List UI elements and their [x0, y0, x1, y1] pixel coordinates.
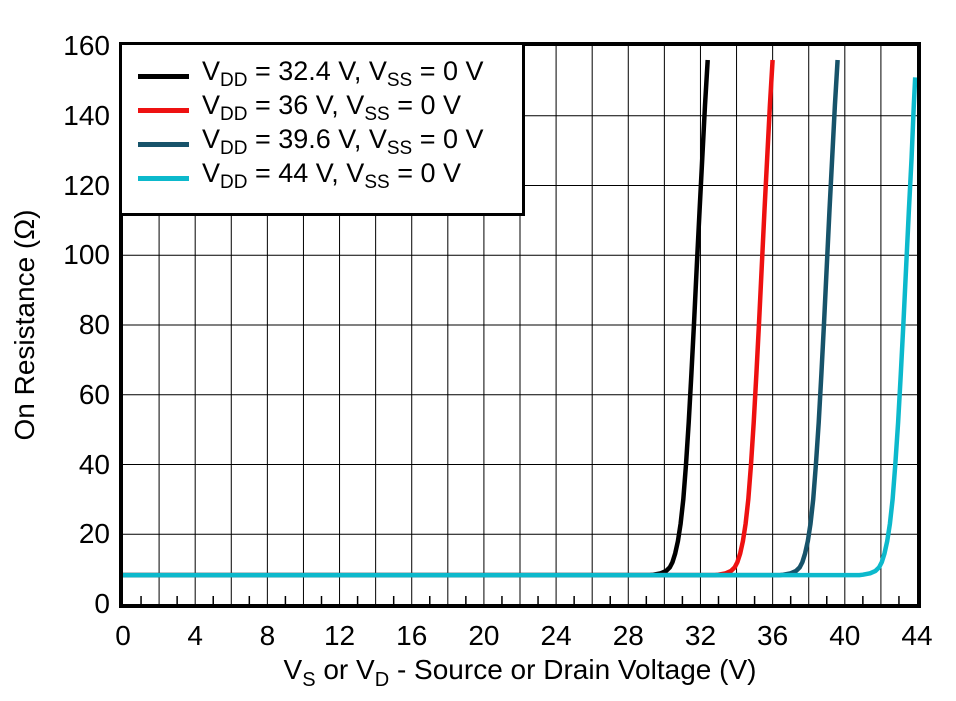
legend-label-part: = 0 V [389, 158, 461, 188]
x-tick-label: 32 [684, 620, 717, 651]
legend-item-0: VDD = 32.4 V, VSS = 0 V [122, 56, 522, 96]
legend-label-subscript: DD [220, 70, 248, 91]
legend-line-swatch [138, 73, 189, 79]
x-title-subscript: D [374, 669, 390, 691]
series-line-3 [123, 77, 917, 578]
y-tick-label: 100 [63, 239, 110, 271]
y-tick-label: 60 [78, 378, 110, 410]
x-tick-label: 16 [396, 620, 428, 651]
y-tick-label: 160 [63, 30, 110, 61]
legend-label-part: = 32.4 V, V [247, 56, 387, 86]
legend-item-3: VDD = 44 V, VSS = 0 V [122, 158, 522, 198]
legend-label-part: = 0 V [389, 90, 461, 120]
legend-line-swatch [138, 141, 189, 147]
x-tick-label: 20 [468, 620, 500, 651]
x-tick-label: 12 [323, 620, 356, 651]
legend-label-subscript: DD [220, 172, 248, 193]
x-title-part: - Source or Drain Voltage (V) [389, 654, 757, 685]
x-tick-label: 28 [612, 620, 644, 651]
legend-label-subscript: SS [386, 138, 413, 159]
legend-label-subscript: SS [386, 70, 413, 91]
legend-label-subscript: DD [220, 104, 248, 125]
y-tick-label: 80 [78, 309, 110, 340]
legend-label-subscript: SS [364, 172, 390, 193]
x-tick-label: 8 [259, 620, 276, 651]
x-title-part: V [283, 654, 303, 685]
legend-label-part: V [202, 158, 221, 188]
legend-line-swatch [138, 175, 189, 181]
legend-label-part: = 44 V, V [247, 158, 365, 188]
legend-label-part: = 39.6 V, V [247, 124, 387, 154]
legend-label-part: V [202, 56, 221, 86]
x-tick-label: 36 [757, 620, 789, 651]
x-tick-label: 24 [540, 620, 572, 651]
legend-label-subscript: DD [220, 138, 248, 159]
legend-label-subscript: SS [364, 104, 390, 125]
y-tick-label: 0 [94, 588, 110, 619]
legend: VDD = 32.4 V, VSS = 0 V VDD = 36 V, VSS =… [119, 42, 525, 216]
legend-label: VDD = 36 V, VSS = 0 V [202, 90, 461, 130]
x-axis-title: VS or VD - Source or Drain Voltage (V) [123, 654, 917, 696]
legend-label-part: = 0 V [412, 124, 484, 154]
y-tick-label: 40 [78, 448, 110, 480]
y-tick-label: 120 [63, 169, 110, 201]
x-tick-label: 40 [829, 620, 861, 651]
x-tick-label: 44 [901, 620, 933, 651]
legend-item-1: VDD = 36 V, VSS = 0 V [122, 90, 522, 130]
x-title-subscript: S [302, 669, 316, 691]
legend-line-swatch [138, 107, 189, 113]
x-title-part: or V [315, 654, 375, 685]
legend-label: VDD = 32.4 V, VSS = 0 V [202, 56, 484, 96]
y-tick-label: 20 [78, 518, 110, 550]
x-tick-label: 0 [115, 620, 131, 651]
legend-label-part: V [202, 90, 221, 120]
y-tick-label: 140 [63, 99, 110, 131]
legend-label-part: V [202, 124, 221, 154]
legend-item-2: VDD = 39.6 V, VSS = 0 V [122, 124, 522, 164]
legend-label: VDD = 44 V, VSS = 0 V [202, 158, 461, 198]
legend-label-part: = 36 V, V [247, 90, 365, 120]
legend-label-part: = 0 V [412, 56, 484, 86]
x-tick-label: 4 [187, 620, 203, 651]
legend-label: VDD = 39.6 V, VSS = 0 V [202, 124, 484, 164]
